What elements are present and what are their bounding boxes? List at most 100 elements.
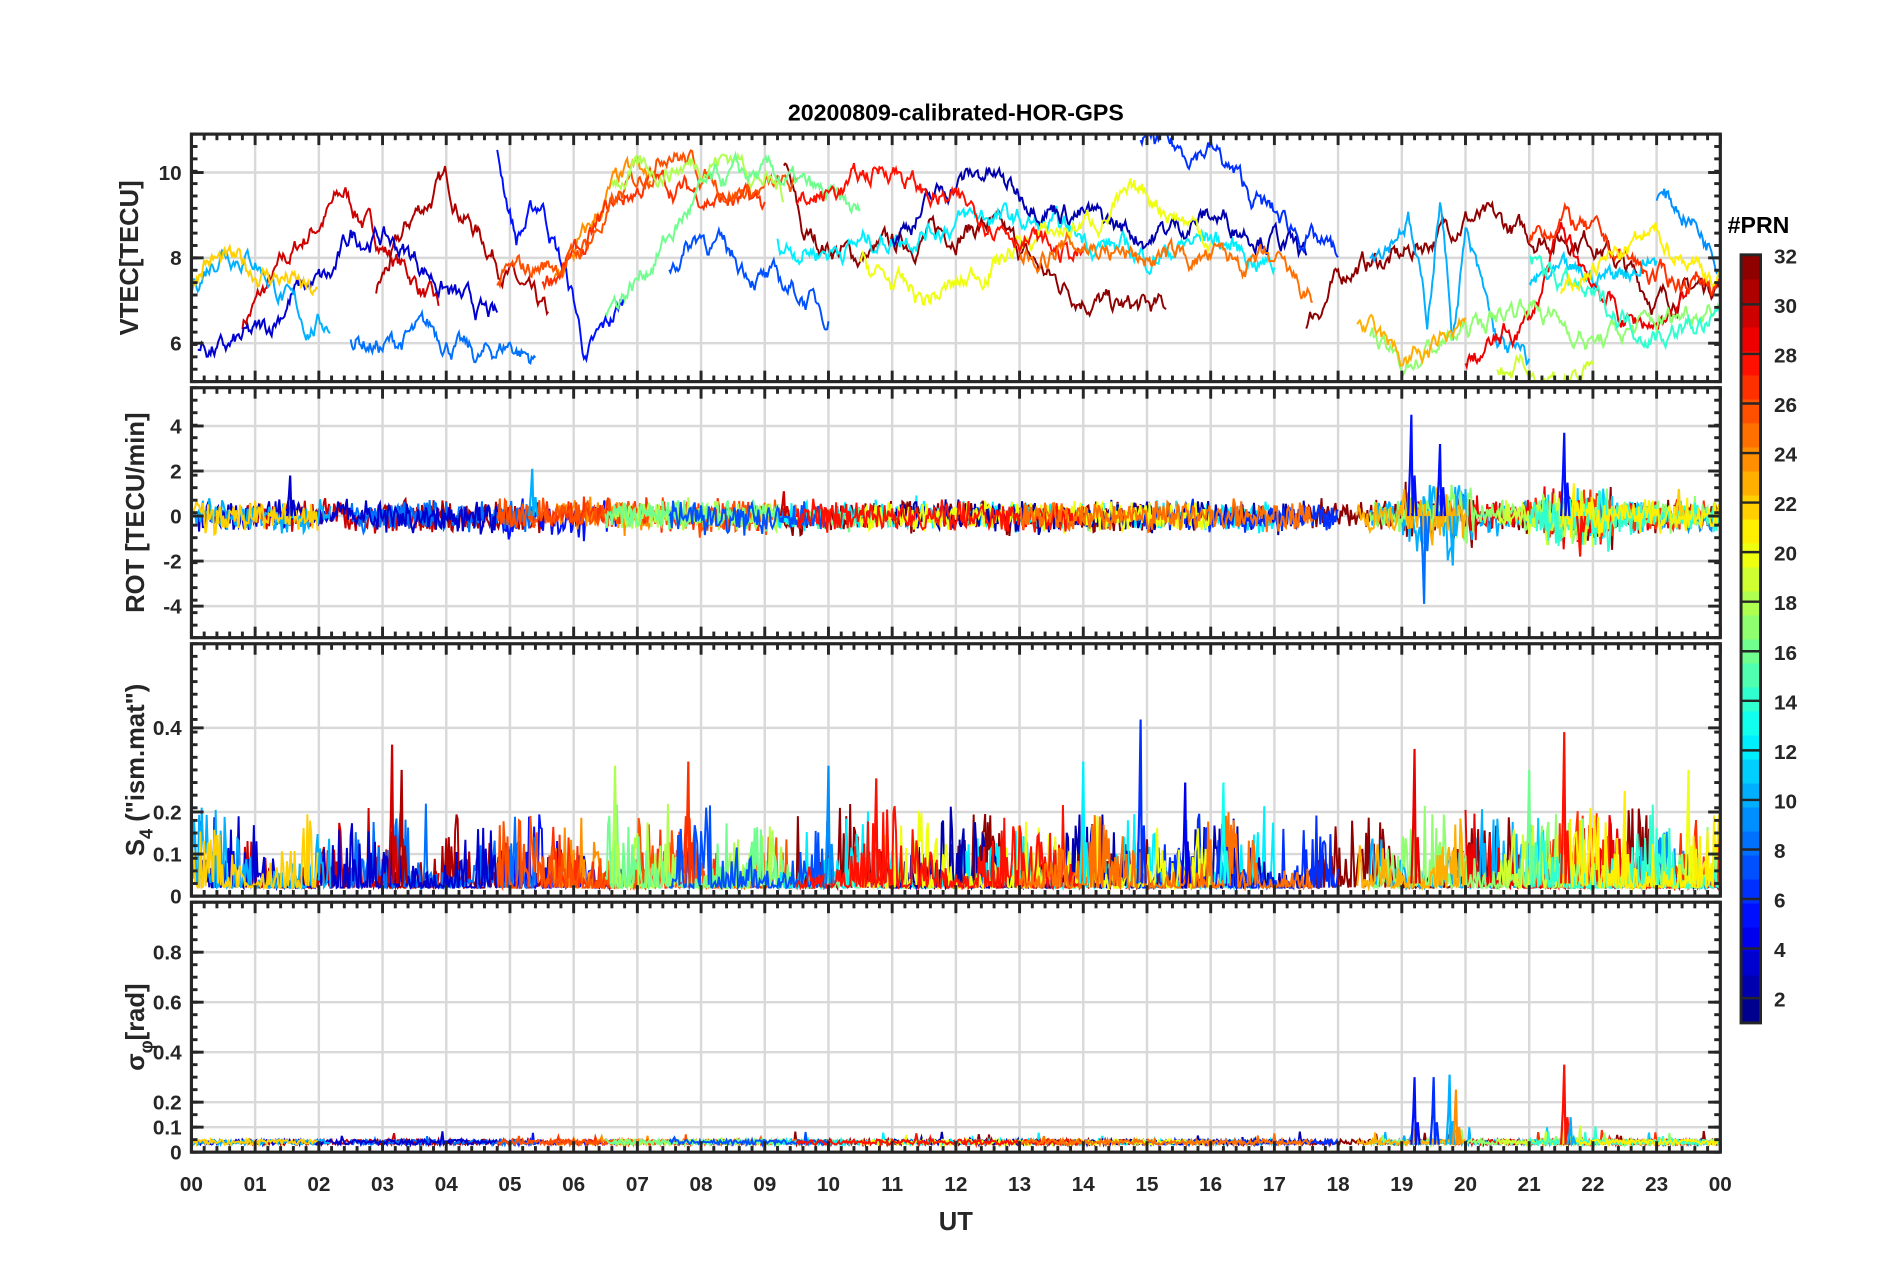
spike-prn-24	[1451, 1089, 1463, 1145]
colorbar-segment	[1741, 446, 1761, 472]
x-tick-label: 07	[626, 1173, 649, 1196]
x-tick-label: 01	[244, 1173, 267, 1196]
data-lines	[191, 1064, 1721, 1149]
x-tick-label: 15	[1135, 1173, 1158, 1196]
colorbar-segment	[1741, 710, 1761, 736]
y-label-main: σ	[122, 1053, 150, 1071]
y-label-subscript: φ	[135, 1040, 156, 1053]
series-prn-3	[197, 225, 499, 359]
x-tick-label: 05	[498, 1173, 521, 1196]
colorbar-segment	[1741, 734, 1761, 760]
series-prn-19	[1496, 353, 1594, 382]
colorbar-tick-label: 14	[1774, 691, 1798, 714]
y-label-rest: [rad]	[122, 983, 150, 1040]
colorbar-tick-label: 2	[1774, 989, 1786, 1012]
data-lines	[191, 414, 1721, 604]
spike-prn-28	[1559, 732, 1571, 884]
x-tick-label: 00	[1709, 1173, 1732, 1196]
series-prn-28	[795, 162, 1085, 264]
colorbar-segment	[1741, 278, 1761, 304]
spike-prn-16	[1524, 769, 1536, 884]
panel-rot: -4 -2 0 2 4 ROT [TECU/min]	[122, 386, 1722, 640]
series-prn-26	[496, 149, 797, 290]
series-prn-5	[496, 149, 625, 364]
x-tick-label: 04	[435, 1173, 459, 1196]
x-tick-label: 13	[1008, 1173, 1031, 1196]
series-prn-21	[1560, 483, 1721, 539]
colorbar-tick-label: 6	[1774, 890, 1786, 913]
colorbar-tick-label: 8	[1774, 840, 1786, 863]
x-tick-label: 02	[307, 1173, 330, 1196]
series-prn-14	[1528, 254, 1721, 351]
series-prn-30	[241, 187, 440, 330]
y-axis-label: σφ[rad]	[122, 983, 157, 1070]
y-tick-label: 8	[170, 247, 182, 270]
y-tick-label: 4	[170, 415, 182, 438]
x-tick-label: 18	[1327, 1173, 1350, 1196]
x-tick-label: 22	[1581, 1173, 1604, 1196]
x-tick-label: 16	[1199, 1173, 1222, 1196]
spike-prn-9	[824, 765, 835, 884]
series-prn-23	[1356, 313, 1467, 367]
series-prn-32	[783, 162, 1167, 318]
x-tick-label: 21	[1518, 1173, 1541, 1196]
colorbar-segment	[1741, 518, 1761, 544]
series-prn-9	[1655, 188, 1721, 281]
axes-box	[189, 386, 1722, 640]
x-tick-label: 19	[1390, 1173, 1413, 1196]
colorbar-segment	[1741, 662, 1761, 688]
series-prn-21	[1560, 807, 1721, 892]
colorbar-segment	[1741, 398, 1761, 424]
series-prn-7	[668, 805, 830, 891]
spike-prn-3	[285, 475, 297, 517]
colorbar-segment	[1741, 614, 1761, 640]
data-lines	[191, 719, 1721, 892]
spike-prn-6	[1136, 719, 1147, 884]
colorbar-tick-label: 24	[1774, 444, 1798, 467]
colorbar-segment	[1741, 902, 1761, 928]
spike-prn-20	[1684, 769, 1695, 884]
spike-prn-27	[684, 761, 695, 884]
x-tick-label: 14	[1072, 1173, 1096, 1196]
spike-prn-13	[1219, 782, 1230, 884]
y-tick-label: 0.2	[153, 1091, 182, 1114]
x-tick-label: 20	[1454, 1173, 1477, 1196]
series-prn-21	[1560, 222, 1721, 294]
colorbar-segment	[1741, 374, 1761, 400]
series-prn-20	[859, 178, 1212, 307]
colorbar-tick-label: 20	[1774, 543, 1797, 566]
y-tick-label: 0.4	[153, 1041, 182, 1064]
spike-prn-8	[1419, 515, 1431, 604]
x-axis-label: UT	[939, 1208, 973, 1236]
spike-prn-21	[1620, 790, 1631, 884]
y-tick-label: 0.1	[153, 1116, 182, 1139]
series-prn-6	[1139, 134, 1339, 258]
colorbar-segment	[1741, 950, 1761, 976]
series-prn-25	[1018, 231, 1313, 303]
series-prn-25	[1019, 1133, 1314, 1148]
spike-prn-5	[1407, 414, 1418, 517]
series-prn-21	[1560, 1135, 1721, 1148]
colorbar-tick-label: 28	[1774, 344, 1797, 367]
x-tick-label: 23	[1645, 1173, 1668, 1196]
axes-box	[189, 900, 1722, 1154]
y-tick-label: 0	[170, 505, 182, 528]
x-tick-label: 12	[944, 1173, 967, 1196]
y-tick-label: 0.4	[153, 717, 182, 740]
spike-prn-5	[1435, 443, 1447, 517]
spike-prn-10	[527, 468, 539, 517]
colorbar-tick-label: 22	[1774, 493, 1797, 516]
x-tick-label: 00	[180, 1173, 203, 1196]
y-axis-label: S4 ("ism.mat")	[122, 684, 157, 856]
data-lines	[191, 134, 1721, 382]
x-tick-label: 10	[817, 1173, 840, 1196]
y-tick-label: 0.1	[153, 843, 182, 866]
y-label-rest: ("ism.mat")	[122, 684, 150, 829]
colorbar-segment	[1741, 254, 1761, 280]
spike-prn-10	[1566, 1117, 1577, 1145]
series-prn-25	[1018, 498, 1314, 533]
colorbar-tick-label: 10	[1774, 790, 1797, 813]
series-prn-28	[795, 805, 1085, 891]
